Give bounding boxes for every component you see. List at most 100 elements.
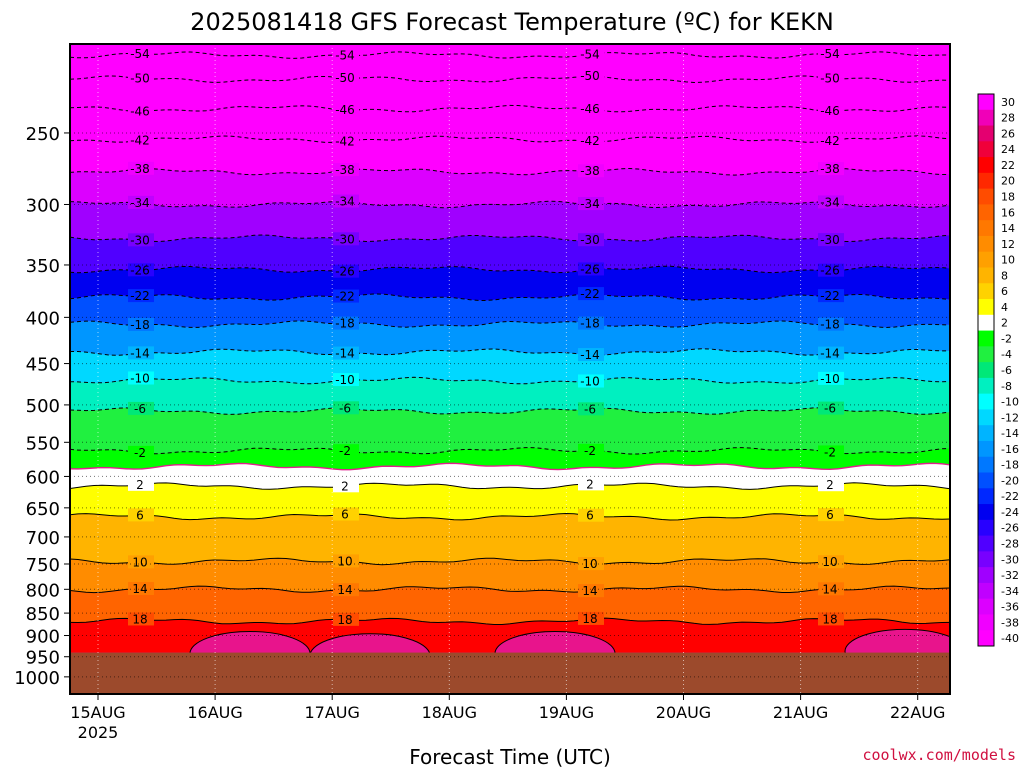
colorbar-swatch	[978, 172, 994, 190]
isotherm-line	[70, 265, 950, 274]
temperature-band	[70, 558, 950, 593]
colorbar-swatch	[978, 425, 994, 442]
x-tick-label: 16AUG	[187, 703, 242, 722]
isotherm-label-bg	[578, 374, 604, 388]
isotherm-label: -54	[580, 47, 600, 61]
x-tick-label: 19AUG	[539, 703, 594, 722]
colorbar-swatch	[978, 125, 994, 142]
credit-text: coolwx.com/models	[862, 746, 1016, 764]
isotherm-label-bg	[818, 289, 844, 303]
colorbar-swatch	[978, 535, 994, 552]
colorbar-swatch	[978, 188, 994, 205]
colorbar-swatch	[978, 267, 994, 284]
isotherm-label-bg	[818, 233, 844, 247]
isotherm-line	[70, 617, 950, 625]
temperature-band	[70, 348, 950, 384]
isotherm-label-bg	[578, 197, 604, 211]
colorbar-swatch	[978, 614, 994, 631]
y-tick-label: 300	[26, 195, 60, 216]
isotherm-label: -42	[580, 134, 600, 148]
colorbar-label: 20	[1001, 175, 1015, 188]
isotherm-label: -22	[580, 287, 600, 301]
isotherm-label-bg	[578, 134, 604, 148]
isotherm-label: 2	[826, 478, 834, 492]
isotherm-label-bg	[128, 289, 154, 303]
x-tick-label: 18AUG	[422, 703, 477, 722]
isotherm-label: 14	[582, 584, 597, 598]
isotherm-label: -54	[130, 47, 150, 61]
isotherm-line	[70, 293, 950, 302]
isotherm-label-bg	[333, 70, 359, 84]
isotherm-label-bg	[818, 162, 844, 176]
isotherm-label-bg	[818, 133, 844, 147]
isotherm-label-bg	[128, 71, 154, 85]
isotherm-label-bg	[818, 478, 844, 492]
isotherm-label-bg	[333, 48, 359, 62]
isotherm-label: -42	[130, 133, 150, 147]
temperature-band	[70, 266, 950, 301]
colorbar-label: -16	[1001, 443, 1019, 456]
colorbar-label: -12	[1001, 411, 1019, 424]
isotherm-label: -46	[335, 103, 355, 117]
colorbar-label: 22	[1001, 159, 1015, 172]
colorbar-label: 24	[1001, 143, 1015, 156]
isotherm-label-bg	[128, 346, 154, 360]
colorbar-label: 6	[1001, 285, 1008, 298]
colorbar-swatch	[978, 314, 994, 332]
temperature-band	[70, 75, 950, 112]
colorbar-label: 30	[1001, 96, 1015, 109]
isotherm-label: -26	[820, 264, 840, 278]
isotherm-label: -14	[820, 347, 840, 361]
isotherm-label-bg	[578, 402, 604, 416]
isotherm-label: -30	[820, 233, 840, 247]
isotherm-label-bg	[818, 582, 844, 596]
colorbar-swatch	[978, 299, 994, 316]
isotherm-label-bg	[578, 443, 604, 457]
isotherm-label: -42	[820, 134, 840, 148]
isotherm-label: 10	[822, 555, 837, 569]
isotherm-label: -26	[335, 265, 355, 279]
isotherm-label: 2	[586, 477, 594, 491]
isotherm-label-bg	[128, 133, 154, 147]
y-tick-label: 500	[26, 396, 60, 417]
colorbar-label: 18	[1001, 191, 1015, 204]
isotherm-label-bg	[578, 101, 604, 115]
temperature-band	[70, 586, 950, 625]
isotherm-label-bg	[333, 134, 359, 148]
isotherm-line	[70, 167, 950, 176]
isotherm-label: -50	[335, 71, 355, 85]
y-tick-label: 850	[26, 604, 60, 625]
y-tick-label: 400	[26, 308, 60, 329]
colorbar-label: 12	[1001, 238, 1015, 251]
isotherm-label-bg	[333, 264, 359, 278]
isotherm-label-bg	[333, 373, 359, 387]
isotherm-label-bg	[578, 611, 604, 625]
isotherm-label: 2	[136, 478, 144, 492]
isotherm-line	[70, 320, 950, 329]
isotherm-label-bg	[818, 445, 844, 459]
isotherm-label-bg	[818, 346, 844, 360]
y-tick-label: 900	[26, 627, 60, 648]
colorbar-label: 2	[1001, 317, 1008, 330]
y-tick-label: 800	[26, 580, 60, 601]
isotherm-label-bg	[333, 194, 359, 208]
colorbar-label: -20	[1001, 474, 1019, 487]
x-tick-label: 17AUG	[304, 703, 359, 722]
isotherm-line	[70, 557, 950, 566]
isotherm-label-bg	[818, 371, 844, 385]
colorbar-swatch	[978, 456, 994, 474]
isotherm-label-bg	[333, 401, 359, 415]
y-tick-label: 600	[26, 467, 60, 488]
colorbar-swatch	[978, 504, 994, 521]
isotherm-label-bg	[578, 233, 604, 247]
temperature-band	[70, 513, 950, 565]
colorbar-label: -8	[1001, 380, 1012, 393]
isotherm-label: -6	[584, 402, 596, 416]
temperature-band	[70, 201, 950, 242]
isotherm-label-bg	[128, 195, 154, 209]
isotherm-label-bg	[128, 445, 154, 459]
plot-area: -54 -54 -54 -54 -50 -50 -50 -50 -46 -46 -46 -46 -42 -…	[14, 43, 951, 722]
isotherm-line	[70, 512, 950, 521]
isotherm-label-bg	[578, 287, 604, 301]
x-axis-year: 2025	[78, 723, 119, 742]
